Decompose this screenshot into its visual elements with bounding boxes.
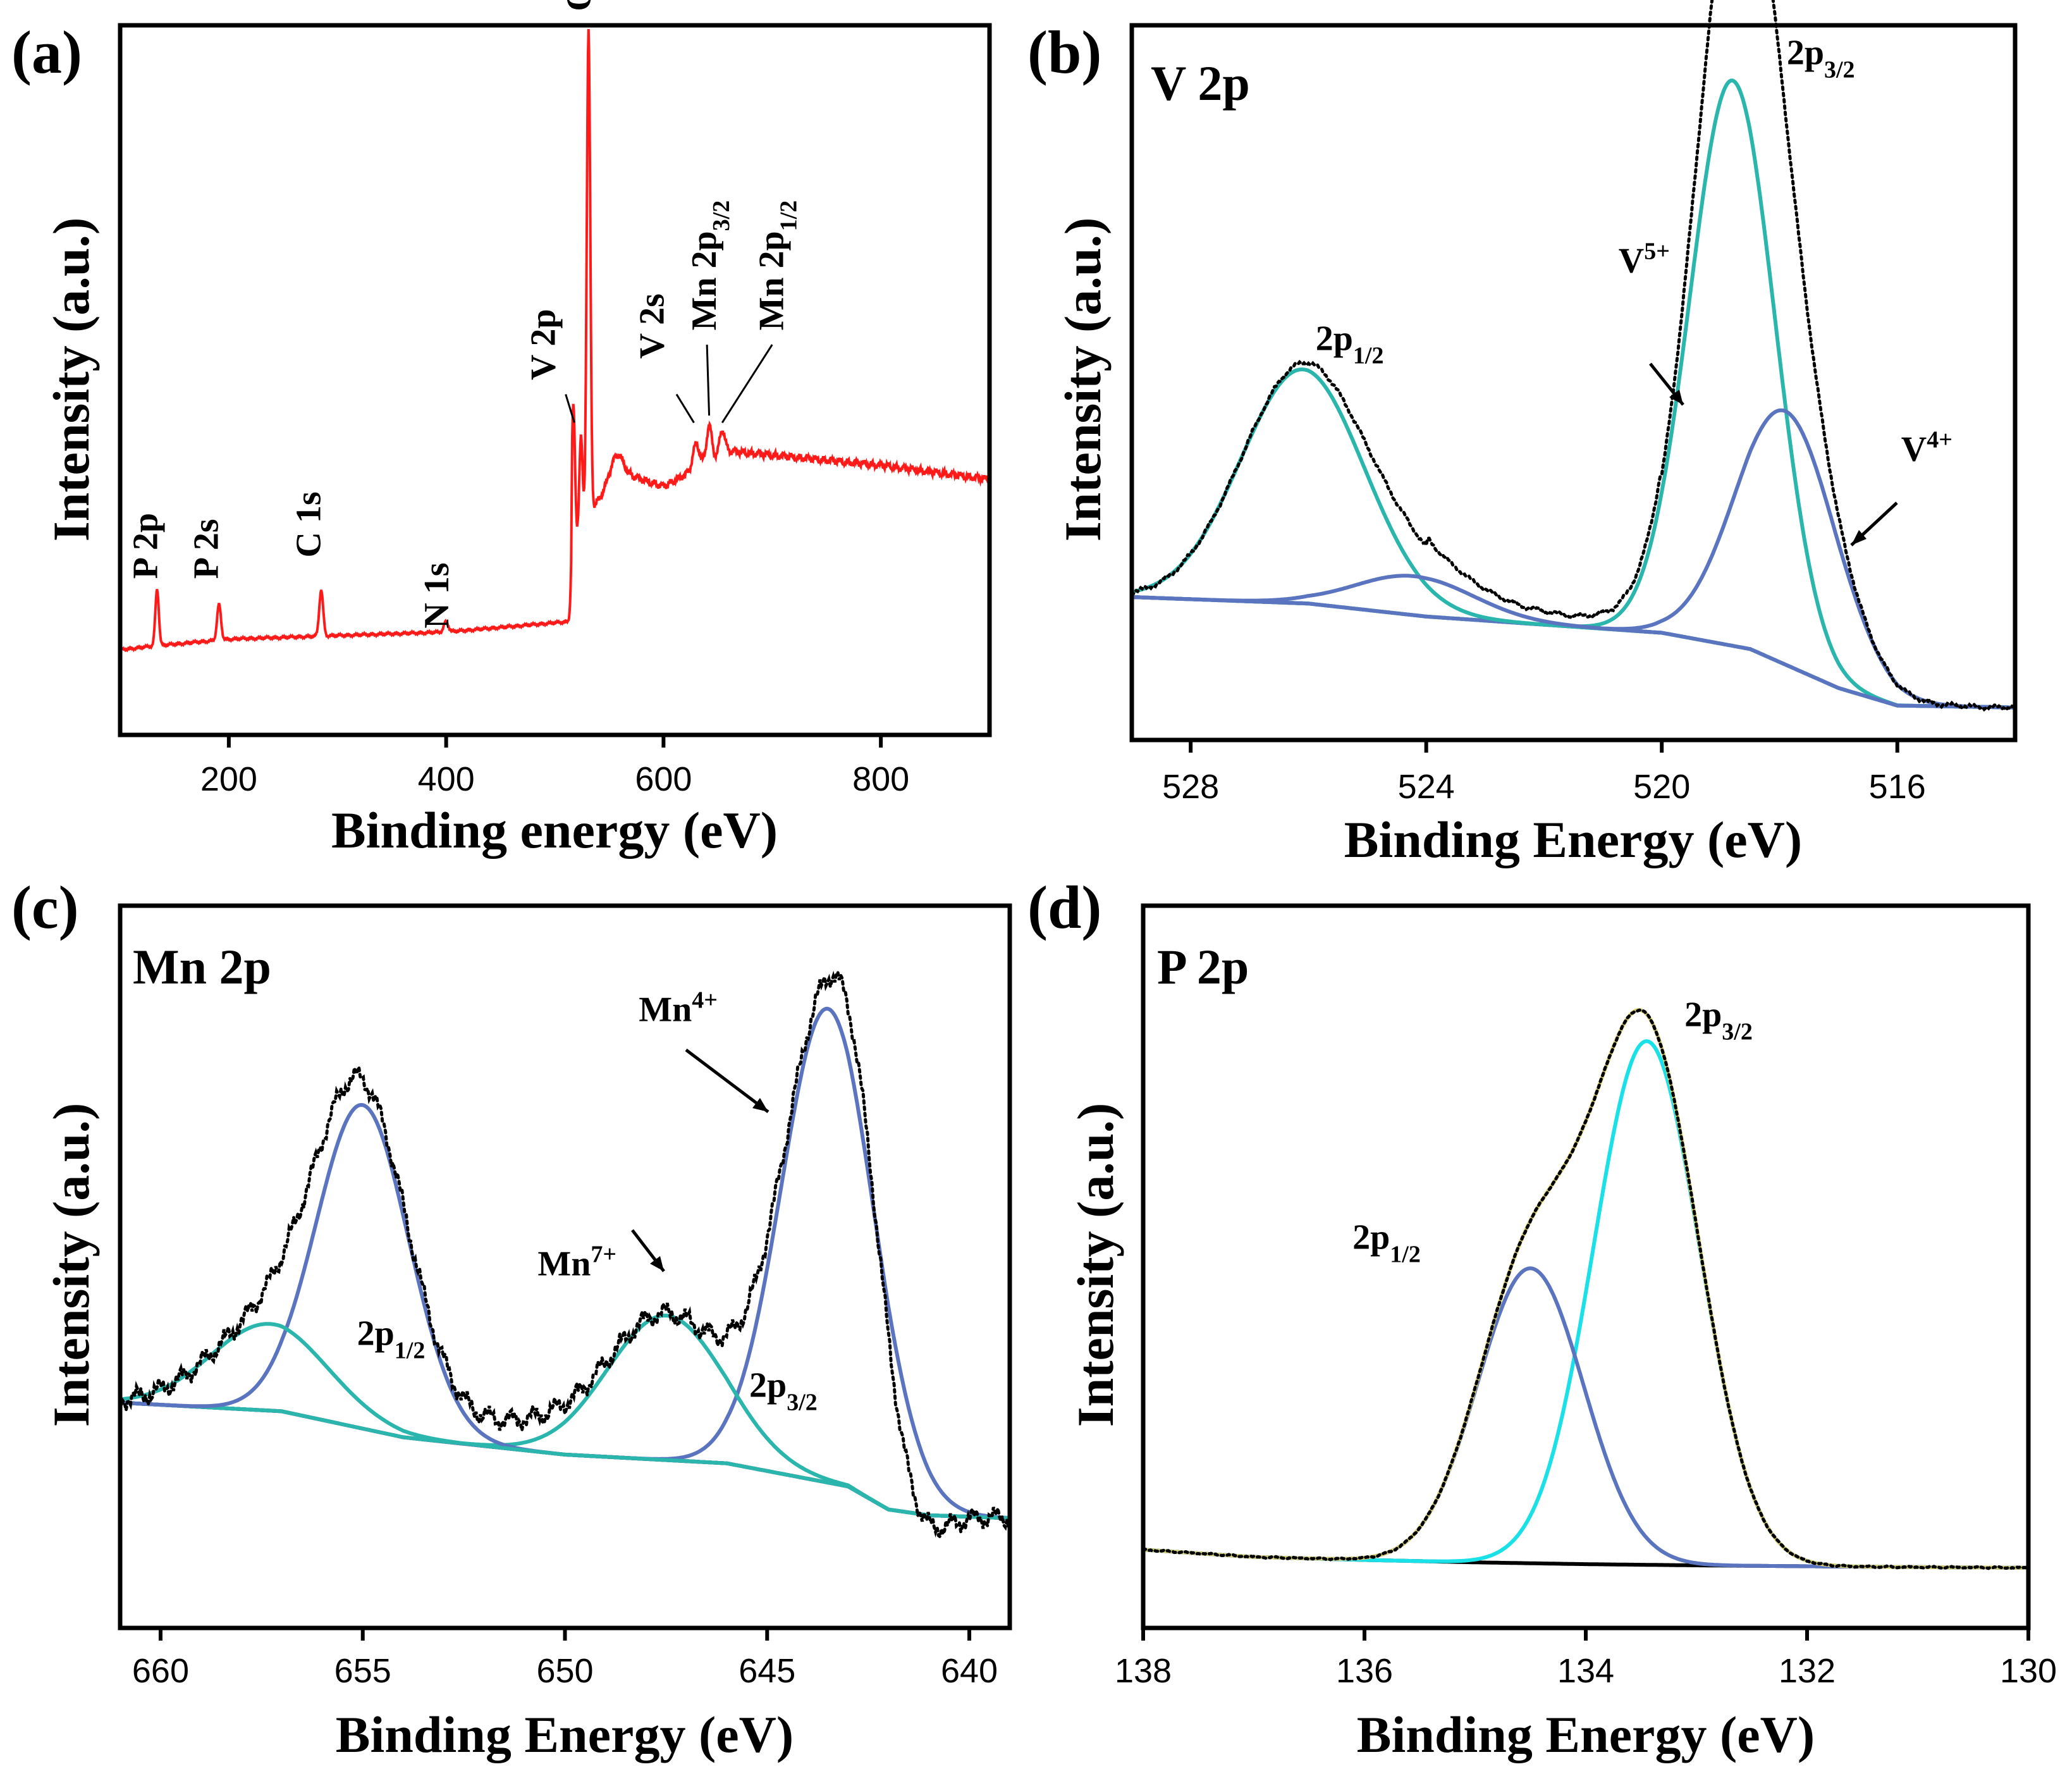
- panel-d-tick-label: 132: [1779, 1652, 1836, 1690]
- panel-c: (c) 660 655 650 645 640 Mn 2p Binding Energy…: [11, 873, 1012, 1763]
- panel-a-y-axis-title: Intensity (a.u.): [42, 218, 100, 542]
- panel-c-title: Mn 2p: [133, 939, 271, 994]
- panel-c-tick-label: 645: [739, 1652, 795, 1690]
- panel-a-leader-line: [565, 394, 575, 423]
- panel-b-component-teal: [1131, 78, 2015, 710]
- panel-b-plot-area: [1130, 0, 2017, 713]
- panel-b-peak-label: V4+: [1901, 426, 1952, 469]
- panel-b-peak-label: V5+: [1619, 238, 1670, 280]
- panel-b-component-blue: [1131, 574, 2015, 710]
- panel-a-peak-label: V 2s: [632, 293, 671, 359]
- panel-a-tick-label: 400: [418, 760, 475, 798]
- panel-c-x-ticks: 660 655 650 645 640: [132, 1628, 998, 1690]
- panel-a-peak-labels: P 2p P 2s C 1s N 1s O 1s V 2p V 2s Mn 2p3/2 Mn 2…: [126, 0, 802, 629]
- panel-b-arrows: [1649, 362, 1898, 546]
- panel-d-letter: (d): [1027, 873, 1101, 941]
- panel-d-raw-data: [1141, 1008, 2030, 1570]
- arrow-v5-head: [1669, 390, 1683, 405]
- panel-c-arrows: [631, 1049, 769, 1273]
- panel-d-tick-label: 130: [2000, 1652, 2057, 1690]
- panel-b: (b) 528 524 520 516 V 2p Binding Energy (eV…: [1027, 0, 2018, 868]
- panel-d-tick-label: 134: [1557, 1652, 1614, 1690]
- panel-a-plot-area: [119, 28, 991, 653]
- panel-c-y-axis-title: Intensity (a.u.): [42, 1103, 100, 1427]
- panel-c-peak-label: Mn7+: [537, 1242, 616, 1284]
- panel-d: (d) 138 136 134 132 130 P 2p Binding Energy …: [1027, 873, 2057, 1763]
- arrow-mn7-head: [650, 1256, 664, 1271]
- panel-b-background-line: [1131, 595, 2015, 710]
- panel-a-peak-label: P 2s: [187, 519, 226, 579]
- panel-c-component-teal: [120, 1322, 1010, 1520]
- panel-a-peak-label: Mn 2p3/2: [685, 200, 735, 331]
- panel-c-tick-label: 640: [941, 1652, 998, 1690]
- panel-b-frame: [1129, 23, 2018, 743]
- panel-d-x-ticks: 138 136 134 132 130: [1115, 1628, 2057, 1690]
- panel-a-peak-label: C 1s: [289, 491, 328, 557]
- panel-c-tick-label: 655: [334, 1652, 391, 1690]
- survey-spectrum-line: [119, 28, 991, 653]
- panel-c-peak-labels: Mn4+ Mn7+ 2p1/2 2p3/2: [357, 987, 818, 1416]
- panel-d-peak-labels: 2p3/2 2p1/2: [1352, 995, 1753, 1267]
- panel-b-title: V 2p: [1151, 56, 1250, 111]
- panel-d-component-blue: [1143, 1266, 2028, 1570]
- panel-c-plot-area: [118, 967, 1012, 1540]
- panel-d-title: P 2p: [1157, 939, 1249, 994]
- panel-b-component-teal: [1131, 367, 2015, 710]
- panel-a-peak-label: V 2p: [524, 309, 563, 380]
- panel-b-tick-label: 528: [1162, 768, 1219, 806]
- panel-a-tick-label: 600: [635, 760, 692, 798]
- panel-c-tick-label: 660: [132, 1652, 189, 1690]
- panel-b-tick-label: 520: [1633, 768, 1690, 806]
- arrow-mn4-head: [752, 1098, 768, 1112]
- panel-c-peak-label: 2p1/2: [357, 1314, 426, 1364]
- panel-c-peak-label: 2p3/2: [749, 1366, 818, 1416]
- panel-a-tick-label: 800: [852, 760, 909, 798]
- panel-b-peak-labels: 2p3/2 2p1/2 V5+ V4+: [1316, 34, 1952, 469]
- panel-b-y-axis-title: Intensity (a.u.): [1054, 218, 1112, 542]
- panel-c-raw-data: [118, 967, 1012, 1540]
- panel-d-peak-label: 2p3/2: [1684, 995, 1753, 1045]
- panel-b-peak-label: 2p3/2: [1787, 34, 1855, 83]
- panel-d-x-axis-title: Binding Energy (eV): [1357, 1706, 1815, 1763]
- panel-b-x-axis-title: Binding Energy (eV): [1344, 811, 1802, 868]
- panel-d-tick-label: 138: [1115, 1652, 1172, 1690]
- panel-c-component-teal: [120, 1313, 1010, 1520]
- panel-b-peak-label: 2p1/2: [1316, 319, 1384, 369]
- panel-b-tick-label: 516: [1869, 768, 1926, 806]
- panel-a-peak-label: Mn 2p1/2: [752, 200, 802, 331]
- panel-d-tick-label: 136: [1336, 1652, 1393, 1690]
- panel-a-peak-label: O 1s: [560, 0, 599, 11]
- panel-a-leader-line: [675, 393, 695, 424]
- panel-d-y-axis-title: Intensity (a.u.): [1067, 1103, 1124, 1427]
- panel-d-plot-area: [1141, 1008, 2030, 1570]
- panel-c-letter: (c): [11, 873, 79, 941]
- arrow-v4-head: [1851, 530, 1867, 545]
- arrow-mn4-line: [685, 1049, 769, 1113]
- panel-b-tick-label: 524: [1398, 768, 1455, 806]
- panel-a-peak-label: N 1s: [417, 562, 457, 628]
- panel-b-x-ticks: 528 524 520 516: [1162, 740, 1926, 806]
- panel-c-x-axis-title: Binding Energy (eV): [336, 1706, 794, 1763]
- panel-a: (a) 200 400 600 800 Binding energy (eV) Int…: [11, 0, 992, 859]
- panel-a-x-axis-title: Binding energy (eV): [331, 801, 778, 859]
- panel-c-peak-label: Mn4+: [639, 987, 718, 1030]
- panel-b-raw-data: [1130, 0, 2017, 713]
- panel-a-peak-label: P 2p: [126, 513, 165, 579]
- panel-c-tick-label: 650: [536, 1652, 593, 1690]
- panel-a-frame: [118, 23, 992, 737]
- panel-a-x-ticks: 200 400 600 800: [200, 735, 909, 798]
- panel-d-peak-label: 2p1/2: [1352, 1217, 1421, 1267]
- panel-a-letter: (a): [11, 18, 82, 86]
- panel-d-frame: [1141, 903, 2031, 1630]
- panel-a-leader-line: [706, 344, 711, 416]
- panel-b-letter: (b): [1027, 18, 1101, 86]
- panel-a-leader-line: [721, 344, 773, 424]
- panel-a-tick-label: 200: [200, 760, 257, 798]
